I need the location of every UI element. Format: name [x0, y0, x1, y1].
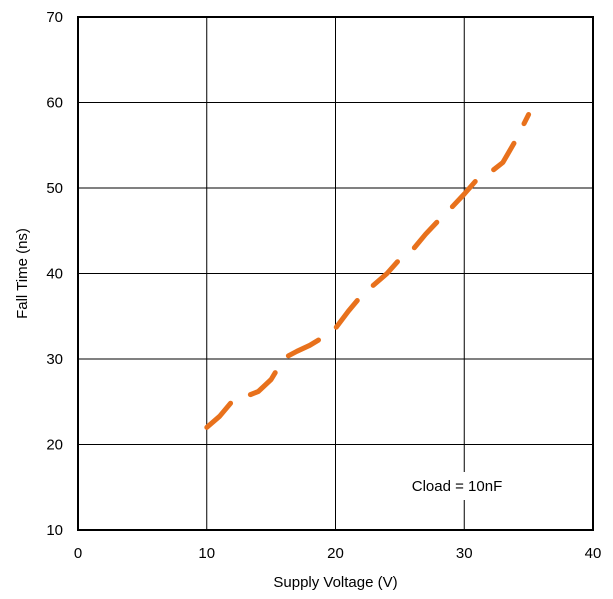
x-tick-label: 40 [585, 545, 602, 562]
y-tick-label: 60 [46, 95, 63, 112]
y-tick-label: 70 [46, 9, 63, 26]
annotation-background [392, 472, 524, 500]
y-tick-label: 20 [46, 437, 63, 454]
plot-area-frame [77, 16, 594, 531]
y-tick-label: 40 [46, 266, 63, 283]
y-tick-label: 30 [46, 351, 63, 368]
x-tick-label: 0 [74, 545, 82, 562]
y-axis-tick-labels: 10 20 30 40 50 60 70 [46, 9, 63, 539]
y-tick-label: 10 [46, 522, 63, 539]
x-tick-label: 30 [456, 545, 473, 562]
x-axis-tick-labels: 0 10 20 30 40 [74, 545, 602, 562]
series-line [204, 112, 532, 430]
series-lines [204, 112, 532, 430]
x-tick-label: 10 [198, 545, 215, 562]
y-axis-title: Fall Time (ns) [14, 228, 31, 319]
x-axis-title: Supply Voltage (V) [273, 574, 397, 591]
cload-annotation: Cload = 10nF [412, 478, 502, 495]
x-tick-label: 20 [327, 545, 344, 562]
grid-lines [78, 17, 593, 530]
y-tick-label: 50 [46, 180, 63, 197]
